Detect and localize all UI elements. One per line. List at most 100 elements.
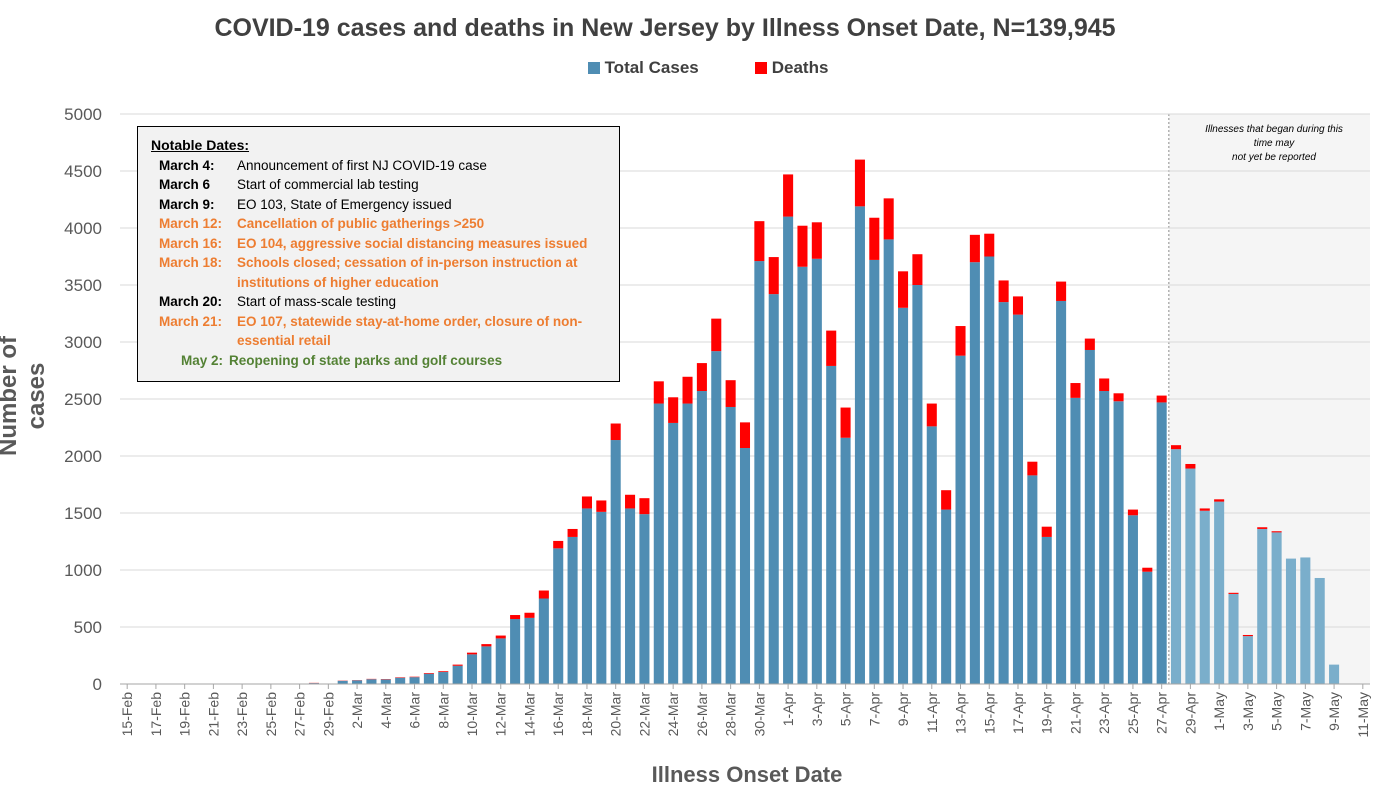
bar-deaths bbox=[869, 217, 880, 260]
bar-deaths bbox=[1156, 395, 1167, 403]
x-tick-label: 26-Mar bbox=[694, 692, 710, 737]
notable-date-label: March 6 bbox=[159, 177, 211, 192]
bar-total-cases bbox=[826, 365, 837, 684]
chart-legend: Total Cases Deaths bbox=[0, 58, 1382, 78]
bar-total-cases bbox=[811, 258, 822, 684]
bar-deaths bbox=[711, 318, 722, 352]
bar-deaths bbox=[1012, 296, 1024, 315]
bar-deaths bbox=[883, 198, 894, 240]
x-tick-label: 28-Mar bbox=[723, 692, 739, 737]
y-tick-label: 3500 bbox=[64, 276, 102, 295]
bar-deaths bbox=[682, 376, 693, 404]
x-tick-label: 1-Apr bbox=[780, 692, 796, 727]
bar-total-cases bbox=[797, 266, 808, 684]
x-tick-label: 5-May bbox=[1269, 692, 1285, 731]
bar-total-cases bbox=[596, 511, 607, 684]
bar-total-cases bbox=[380, 679, 391, 684]
legend-swatch-total-cases bbox=[587, 62, 600, 74]
legend-swatch-deaths bbox=[754, 62, 767, 74]
bar-deaths bbox=[912, 254, 923, 285]
bar-total-cases bbox=[1171, 449, 1182, 684]
bar-total-cases bbox=[538, 598, 549, 684]
bar-total-cases bbox=[869, 259, 880, 684]
bar-deaths bbox=[783, 174, 794, 217]
x-tick-label: 9-May bbox=[1326, 692, 1342, 731]
notable-date-label: March 16: bbox=[159, 235, 223, 251]
x-tick-label: 27-Feb bbox=[292, 692, 308, 737]
bar-total-cases bbox=[1156, 402, 1167, 684]
bar-total-cases bbox=[524, 617, 535, 684]
bar-deaths bbox=[1185, 463, 1196, 469]
x-tick-label: 17-Apr bbox=[1010, 692, 1026, 734]
bar-total-cases bbox=[438, 672, 449, 684]
x-tick-label: 8-Mar bbox=[435, 692, 451, 729]
bar-deaths bbox=[423, 673, 434, 674]
bar-deaths bbox=[1214, 499, 1225, 502]
bar-total-cases bbox=[1242, 636, 1253, 684]
x-tick-label: 19-Feb bbox=[177, 692, 193, 737]
x-tick-label: 25-Feb bbox=[263, 692, 279, 737]
bar-deaths bbox=[495, 635, 506, 639]
notable-date-item: May 2: Reopening of state parks and golf … bbox=[151, 351, 619, 371]
bar-deaths bbox=[452, 664, 463, 666]
x-tick-label: 12-Mar bbox=[493, 692, 509, 737]
y-tick-label: 2500 bbox=[64, 390, 102, 409]
bar-deaths bbox=[538, 590, 549, 599]
bar-total-cases bbox=[1041, 536, 1052, 684]
bar-deaths bbox=[625, 494, 636, 509]
y-tick-label: 1000 bbox=[64, 561, 102, 580]
x-tick-label: 7-May bbox=[1297, 692, 1313, 731]
bar-total-cases bbox=[639, 514, 650, 684]
bar-total-cases bbox=[1084, 349, 1095, 684]
x-tick-label: 3-Apr bbox=[809, 692, 825, 727]
bar-deaths bbox=[1228, 592, 1239, 594]
bar-total-cases bbox=[1070, 397, 1081, 684]
bar-deaths bbox=[668, 397, 679, 423]
notable-date-label: March 21: bbox=[159, 313, 223, 329]
x-tick-label: 2-Mar bbox=[349, 692, 365, 729]
x-tick-label: 21-Feb bbox=[205, 692, 221, 737]
x-tick-label: 13-Apr bbox=[953, 692, 969, 734]
bar-deaths bbox=[524, 612, 535, 618]
bar-deaths bbox=[1056, 281, 1067, 301]
y-tick-label: 2000 bbox=[64, 447, 102, 466]
bar-total-cases bbox=[625, 508, 636, 684]
notable-date-label: March 12: bbox=[159, 216, 223, 231]
bar-total-cases bbox=[739, 448, 751, 684]
bar-total-cases bbox=[452, 665, 463, 684]
bar-deaths bbox=[1070, 383, 1081, 398]
notable-date-label: March 18: bbox=[159, 255, 223, 270]
bar-total-cases bbox=[682, 403, 693, 684]
bar-total-cases bbox=[510, 619, 521, 684]
y-tick-label: 4500 bbox=[64, 162, 102, 181]
bar-total-cases bbox=[1185, 468, 1196, 684]
bar-total-cases bbox=[495, 638, 506, 684]
x-tick-label: 6-Mar bbox=[407, 692, 423, 729]
legend-item-deaths: Deaths bbox=[754, 58, 828, 78]
bar-total-cases bbox=[481, 646, 492, 684]
x-tick-label: 11-Apr bbox=[924, 692, 940, 733]
bar-deaths bbox=[596, 500, 607, 512]
bar-deaths bbox=[941, 490, 952, 510]
notable-date-text: Start of mass-scale testing bbox=[237, 294, 397, 309]
bar-deaths bbox=[1142, 567, 1153, 572]
bar-total-cases bbox=[1027, 475, 1038, 684]
notable-date-item: March 18: Schools closed; cessation of in… bbox=[151, 253, 619, 292]
notable-dates-list: March 4: Announcement of first NJ COVID-1… bbox=[151, 156, 619, 371]
bar-total-cases bbox=[1271, 532, 1282, 684]
bar-total-cases bbox=[1285, 558, 1297, 684]
bar-deaths bbox=[1271, 531, 1282, 533]
bar-deaths bbox=[754, 221, 765, 262]
x-tick-label: 7-Apr bbox=[866, 692, 882, 727]
bar-deaths bbox=[898, 271, 909, 308]
notable-date-label: March 20: bbox=[159, 294, 223, 309]
bar-deaths bbox=[1242, 634, 1253, 637]
bar-deaths bbox=[1084, 338, 1095, 350]
bar-total-cases bbox=[423, 673, 434, 684]
notable-date-text: Schools closed; cessation of in-person i… bbox=[237, 255, 578, 290]
bar-total-cases bbox=[725, 406, 736, 684]
x-tick-label: 10-Mar bbox=[464, 692, 480, 737]
chart-title: COVID-19 cases and deaths in New Jersey … bbox=[214, 14, 1116, 42]
bar-total-cases bbox=[567, 536, 578, 684]
